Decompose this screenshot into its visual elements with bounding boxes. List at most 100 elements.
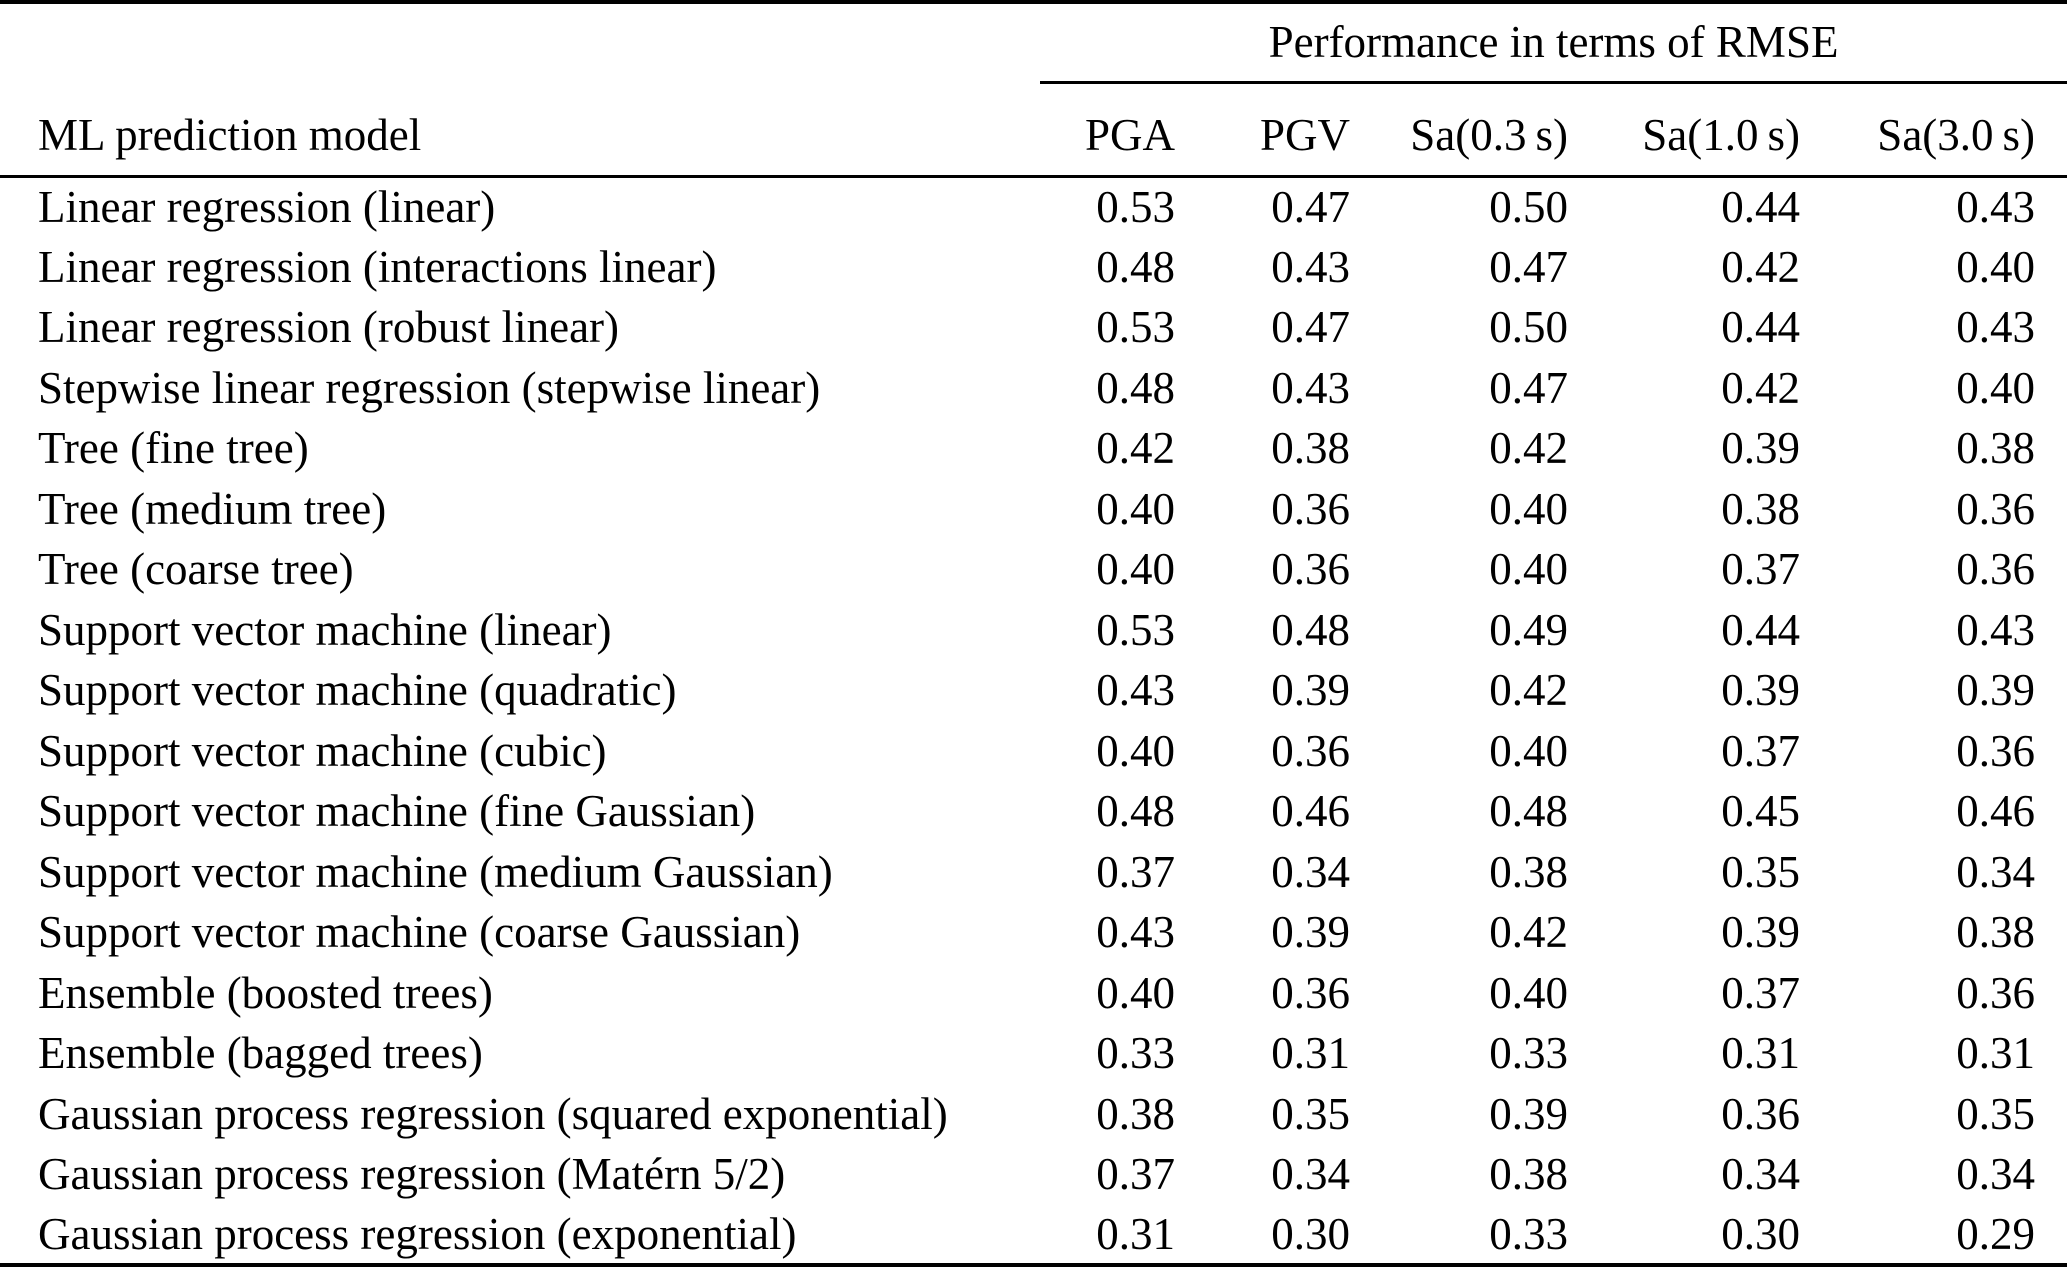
pgv-value-cell: 0.36 <box>1271 967 1350 1018</box>
table-row: Gaussian process regression (exponential… <box>0 1205 2067 1266</box>
sa-0-3s-value-cell: 0.50 <box>1489 302 1568 353</box>
model-name-cell: Support vector machine (cubic) <box>38 725 607 776</box>
sa-3-0s-value-cell: 0.29 <box>1956 1208 2036 1259</box>
col-header-pgv: PGV <box>1175 82 1350 178</box>
model-name-cell: Ensemble (bagged trees) <box>38 1028 483 1079</box>
pgv-value-cell: 0.36 <box>1271 483 1350 534</box>
table-row: Tree (medium tree) 0.40 0.36 0.40 0.38 0… <box>0 479 2067 540</box>
pgv-value-cell: 0.47 <box>1271 182 1350 232</box>
sa-0-3s-value-cell: 0.42 <box>1489 665 1568 716</box>
sa-3-0s-value-cell: 0.38 <box>1956 423 2036 474</box>
pga-value-cell: 0.40 <box>1096 967 1175 1018</box>
pgv-value-cell: 0.35 <box>1271 1088 1350 1139</box>
sa-3-0s-value-cell: 0.36 <box>1956 967 2036 1018</box>
sa-0-3s-value-cell: 0.40 <box>1489 483 1568 534</box>
table-body: Linear regression (linear) 0.53 0.47 0.5… <box>0 176 2067 1265</box>
model-name-cell: Gaussian process regression (exponential… <box>38 1208 797 1259</box>
table-row: Support vector machine (linear) 0.53 0.4… <box>0 600 2067 661</box>
pgv-value-cell: 0.47 <box>1271 302 1350 353</box>
pgv-value-cell: 0.46 <box>1271 786 1350 837</box>
spanner-title: Performance in terms of RMSE <box>1040 2 2067 84</box>
pgv-value-cell: 0.30 <box>1271 1208 1350 1259</box>
pga-value-cell: 0.33 <box>1096 1028 1175 1079</box>
sa-1-0s-value-cell: 0.31 <box>1721 1028 1800 1079</box>
pgv-value-cell: 0.36 <box>1271 544 1350 595</box>
table-row: Support vector machine (cubic) 0.40 0.36… <box>0 721 2067 782</box>
table-row: Linear regression (robust linear) 0.53 0… <box>0 297 2067 358</box>
sa-3-0s-value-cell: 0.40 <box>1956 362 2036 413</box>
sa-1-0s-value-cell: 0.44 <box>1721 604 1800 655</box>
pgv-value-cell: 0.43 <box>1271 241 1350 292</box>
model-name-cell: Tree (coarse tree) <box>38 544 354 595</box>
sa-3-0s-value-cell: 0.46 <box>1956 786 2036 837</box>
model-name-cell: Support vector machine (coarse Gaussian) <box>38 907 801 958</box>
pgv-value-cell: 0.43 <box>1271 362 1350 413</box>
model-name-cell: Gaussian process regression (Matérn 5/2) <box>38 1149 786 1200</box>
sa-1-0s-value-cell: 0.39 <box>1721 423 1800 474</box>
sa-0-3s-value-cell: 0.40 <box>1489 544 1568 595</box>
spanner-row: Performance in terms of RMSE <box>0 2 2067 84</box>
sa-0-3s-value-cell: 0.40 <box>1489 725 1568 776</box>
sa-1-0s-value-cell: 0.34 <box>1721 1149 1800 1200</box>
pga-value-cell: 0.38 <box>1096 1088 1175 1139</box>
model-name-cell: Stepwise linear regression (stepwise lin… <box>38 362 821 413</box>
sa-0-3s-value-cell: 0.49 <box>1489 604 1568 655</box>
sa-1-0s-value-cell: 0.39 <box>1721 907 1800 958</box>
table-row: Support vector machine (quadratic) 0.43 … <box>0 660 2067 721</box>
sa-3-0s-value-cell: 0.39 <box>1956 665 2036 716</box>
sa-1-0s-value-cell: 0.44 <box>1721 182 1800 232</box>
pga-value-cell: 0.40 <box>1096 483 1175 534</box>
table-row: Stepwise linear regression (stepwise lin… <box>0 358 2067 419</box>
sa-0-3s-value-cell: 0.47 <box>1489 362 1568 413</box>
pga-value-cell: 0.53 <box>1096 182 1175 232</box>
pga-value-cell: 0.43 <box>1096 907 1175 958</box>
sa-3-0s-value-cell: 0.40 <box>1956 241 2036 292</box>
model-name-cell: Linear regression (linear) <box>38 182 496 232</box>
pga-value-cell: 0.31 <box>1096 1208 1175 1259</box>
sa-1-0s-value-cell: 0.30 <box>1721 1208 1800 1259</box>
model-name-cell: Support vector machine (linear) <box>38 604 612 655</box>
sa-1-0s-value-cell: 0.44 <box>1721 302 1800 353</box>
model-name-cell: Linear regression (interactions linear) <box>38 241 717 292</box>
pga-value-cell: 0.37 <box>1096 846 1175 897</box>
sa-0-3s-value-cell: 0.38 <box>1489 846 1568 897</box>
sa-3-0s-value-cell: 0.31 <box>1956 1028 2036 1079</box>
model-name-cell: Gaussian process regression (squared exp… <box>38 1088 948 1139</box>
pga-value-cell: 0.40 <box>1096 544 1175 595</box>
table-row: Support vector machine (medium Gaussian)… <box>0 842 2067 903</box>
sa-1-0s-value-cell: 0.35 <box>1721 846 1800 897</box>
spanner-empty-cell <box>0 2 1040 82</box>
sa-0-3s-value-cell: 0.47 <box>1489 241 1568 292</box>
pgv-value-cell: 0.39 <box>1271 665 1350 716</box>
sa-1-0s-value-cell: 0.42 <box>1721 241 1800 292</box>
model-name-cell: Linear regression (robust linear) <box>38 302 620 353</box>
table-row: Support vector machine (fine Gaussian) 0… <box>0 781 2067 842</box>
sa-0-3s-value-cell: 0.40 <box>1489 967 1568 1018</box>
sa-0-3s-value-cell: 0.33 <box>1489 1028 1568 1079</box>
table-row: Ensemble (bagged trees) 0.33 0.31 0.33 0… <box>0 1023 2067 1084</box>
sa-0-3s-value-cell: 0.48 <box>1489 786 1568 837</box>
pga-value-cell: 0.48 <box>1096 786 1175 837</box>
sa-1-0s-value-cell: 0.37 <box>1721 967 1800 1018</box>
sa-0-3s-value-cell: 0.38 <box>1489 1149 1568 1200</box>
table-row: Tree (fine tree) 0.42 0.38 0.42 0.39 0.3… <box>0 418 2067 479</box>
sa-3-0s-value-cell: 0.38 <box>1956 907 2036 958</box>
col-header-sa-0-3s: Sa(0.3 s) <box>1350 82 1568 178</box>
model-name-cell: Ensemble (boosted trees) <box>38 967 493 1018</box>
sa-0-3s-value-cell: 0.50 <box>1489 182 1568 232</box>
sa-0-3s-value-cell: 0.39 <box>1489 1088 1568 1139</box>
sa-3-0s-value-cell: 0.43 <box>1956 182 2036 232</box>
table-row: Linear regression (interactions linear) … <box>0 237 2067 298</box>
sa-1-0s-value-cell: 0.39 <box>1721 665 1800 716</box>
sa-3-0s-value-cell: 0.43 <box>1956 302 2036 353</box>
col-header-ml-prediction-model: ML prediction model <box>0 82 1040 178</box>
col-header-sa-1-0s: Sa(1.0 s) <box>1568 82 1800 178</box>
sa-3-0s-value-cell: 0.35 <box>1956 1088 2036 1139</box>
sa-0-3s-value-cell: 0.42 <box>1489 907 1568 958</box>
sa-1-0s-value-cell: 0.45 <box>1721 786 1800 837</box>
sa-3-0s-value-cell: 0.36 <box>1956 483 2036 534</box>
table-row: Tree (coarse tree) 0.40 0.36 0.40 0.37 0… <box>0 539 2067 600</box>
pga-value-cell: 0.53 <box>1096 604 1175 655</box>
